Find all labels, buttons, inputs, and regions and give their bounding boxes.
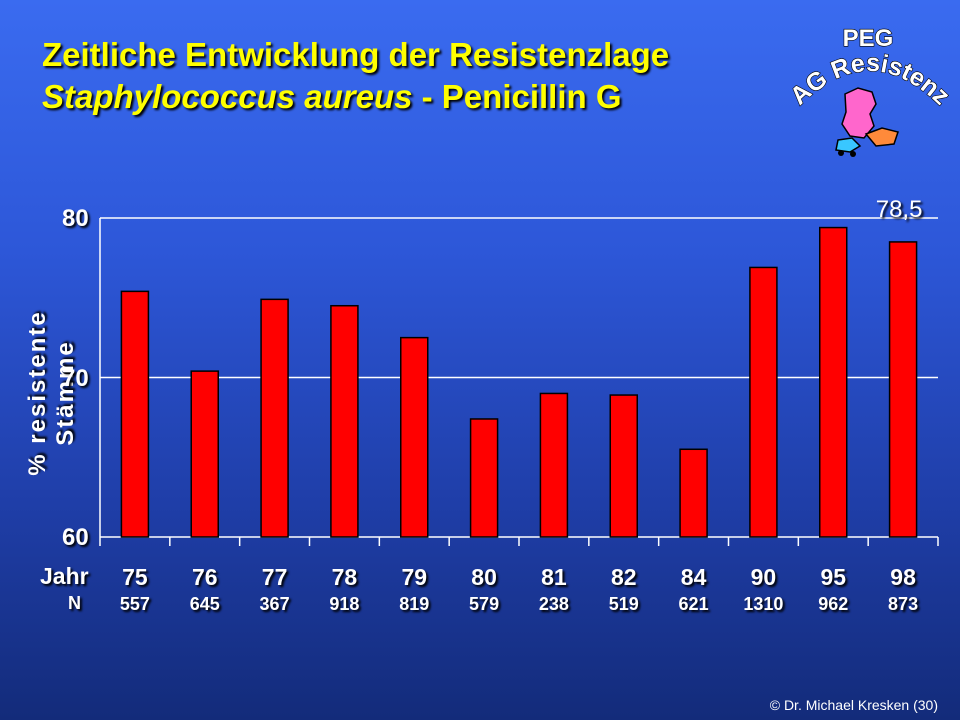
- title-antibiotic: - Penicillin G: [412, 78, 622, 115]
- year-row-label: Jahr: [40, 563, 89, 589]
- bar-81: [539, 392, 569, 538]
- bar-79: [400, 336, 429, 538]
- n-label-98: 873: [888, 594, 918, 614]
- bar-76: [190, 370, 219, 538]
- x-tick-label-81: 81: [541, 564, 567, 590]
- x-tick-label-84: 84: [681, 564, 707, 590]
- x-tick-label-95: 95: [820, 564, 846, 590]
- annotation-last-value: 78,5: [876, 196, 923, 223]
- n-label-90: 1310: [743, 594, 783, 614]
- y-tick-80: 80: [62, 205, 89, 232]
- bar-98: [888, 241, 918, 538]
- y-tick-70: 70: [62, 365, 89, 392]
- x-tick-label-82: 82: [611, 564, 637, 590]
- n-label-78: 918: [329, 594, 359, 614]
- bar-80: [469, 418, 499, 538]
- title-line-2: Staphylococcus aureus - Penicillin G: [42, 76, 669, 118]
- bar-95: [819, 226, 848, 538]
- n-label-84: 621: [679, 594, 709, 614]
- logo-peg-text: PEG: [843, 25, 894, 52]
- n-label-76: 645: [190, 594, 220, 614]
- bar-77: [260, 298, 289, 538]
- bar-82: [609, 394, 638, 538]
- n-label-95: 962: [818, 594, 848, 614]
- n-label-82: 519: [609, 594, 639, 614]
- n-label-81: 238: [539, 594, 569, 614]
- bar-78: [330, 304, 359, 538]
- title-organism: Staphylococcus aureus: [42, 78, 413, 115]
- bar-90: [749, 266, 778, 538]
- bar-84: [679, 448, 708, 538]
- x-tick-label-80: 80: [471, 564, 497, 590]
- peg-logo: PEG AG Resistenz: [790, 24, 950, 157]
- n-label-77: 367: [260, 594, 290, 614]
- slide-title: Zeitliche Entwicklung der Resistenzlage …: [42, 34, 669, 118]
- title-line-1: Zeitliche Entwicklung der Resistenzlage: [42, 36, 670, 73]
- n-row-label: N: [68, 593, 81, 613]
- n-label-75: 557: [120, 594, 150, 614]
- n-label-80: 579: [469, 594, 499, 614]
- x-tick-label-77: 77: [262, 564, 288, 590]
- x-tick-label-79: 79: [401, 564, 427, 590]
- n-label-79: 819: [399, 594, 429, 614]
- x-tick-label-90: 90: [751, 564, 777, 590]
- bar-75: [120, 290, 150, 538]
- europe-map-icon: [835, 87, 899, 157]
- x-tick-label-78: 78: [332, 564, 358, 590]
- x-tick-label-75: 75: [122, 564, 148, 590]
- y-tick-60: 60: [62, 524, 89, 551]
- x-tick-label-76: 76: [192, 564, 218, 590]
- x-tick-label-98: 98: [890, 564, 916, 590]
- copyright-text: © Dr. Michael Kresken (30): [769, 697, 938, 713]
